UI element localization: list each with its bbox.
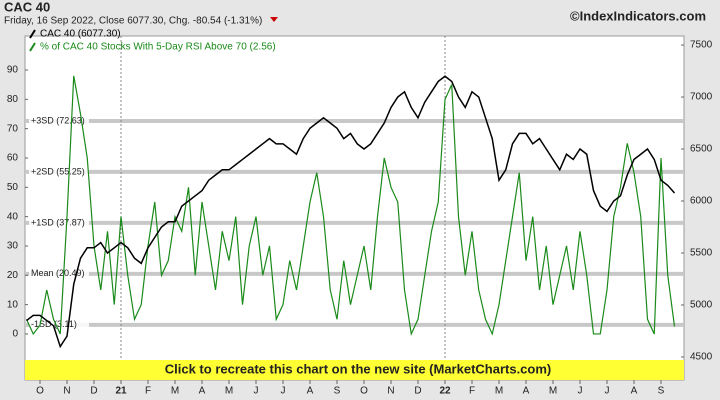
x-tick-label: F [145, 386, 151, 397]
y-tick-label: 90 [7, 65, 19, 76]
series-line [26, 75, 676, 349]
source: ©IndexIndicators.com [570, 8, 706, 23]
y-tick-label: 20 [7, 270, 19, 281]
x-tick-label: M [225, 386, 233, 397]
x-tick-label: N [63, 386, 70, 397]
x-tick-label: S [334, 386, 341, 397]
y2-tick-label: 6000 [690, 196, 713, 207]
x-tick-label: O [36, 386, 44, 397]
legend-swatch [29, 42, 36, 52]
x-tick-label: F [469, 386, 475, 397]
x-tick-label: J [254, 386, 259, 397]
x-tick-label: A [631, 386, 638, 397]
plot-area [24, 35, 685, 381]
y2-tick-label: 5500 [690, 248, 713, 259]
chart-subtitle: Friday, 16 Sep 2022, Close 6077.30, Chg.… [4, 16, 262, 27]
y-tick-label: 80 [7, 94, 19, 105]
band-label-bg [29, 267, 89, 280]
x-tick-label: S [658, 386, 665, 397]
band-label: Mean (20.49) [31, 268, 85, 278]
band-label-bg [29, 114, 89, 127]
y-tick-label: 70 [7, 123, 19, 134]
x-tick-label: A [523, 386, 530, 397]
legend-label: % of CAC 40 Stocks With 5-Day RSI Above … [40, 42, 276, 53]
y2-tick-label: 6500 [690, 144, 713, 155]
x-tick-label: M [495, 386, 503, 397]
y2-tick-label: 5000 [690, 300, 713, 311]
plot: +3SD (72.63) +2SD (55.25) +1SD (37.87) Mean… [7, 29, 713, 397]
y-tick-label: 50 [7, 182, 19, 193]
band-label: +3SD (72.63) [31, 115, 85, 125]
x-tick-label: A [199, 386, 206, 397]
legend-swatch [29, 29, 36, 39]
chart-title: CAC 40 [4, 0, 50, 14]
series-line [25, 75, 676, 337]
y-tick-label: 0 [12, 329, 18, 340]
y2-tick-label: 7500 [690, 40, 713, 51]
banner-bg[interactable] [25, 360, 684, 380]
x-tick-label: D [414, 386, 421, 397]
band-label: -1SD (3.11) [31, 319, 77, 329]
y2-tick-label: 7000 [690, 92, 713, 103]
band-label-bg [29, 318, 89, 331]
x-tick-label: J [281, 386, 286, 397]
x-tick-label: 22 [439, 386, 451, 397]
y2-tick-label: 4500 [690, 352, 713, 363]
x-tick-label: N [387, 386, 394, 397]
x-tick-label: 21 [115, 386, 127, 397]
x-tick-label: D [90, 386, 97, 397]
x-tick-label: J [578, 386, 583, 397]
band-label-bg [29, 165, 89, 178]
down-arrow [270, 17, 278, 22]
y-tick-label: 40 [7, 211, 19, 222]
y-tick-label: 60 [7, 153, 19, 164]
x-tick-label: M [171, 386, 179, 397]
band-label-bg [29, 216, 89, 229]
banner[interactable]: Click to recreate this chart on the new … [165, 361, 552, 376]
y-tick-label: 30 [7, 241, 19, 252]
x-tick-label: M [549, 386, 557, 397]
legend-label: CAC 40 (6077.30) [40, 29, 121, 40]
band-label: +2SD (55.25) [31, 166, 85, 176]
y-tick-label: 10 [7, 299, 19, 310]
x-tick-label: J [605, 386, 610, 397]
x-tick-label: O [360, 386, 368, 397]
band-label: +1SD (37.87) [31, 217, 85, 227]
x-tick-label: A [307, 386, 314, 397]
